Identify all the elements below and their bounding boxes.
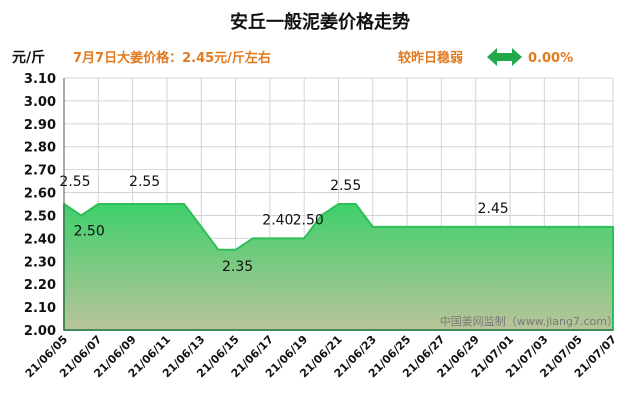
y-tick-label: 2.90	[24, 118, 56, 133]
compare-label: 较昨日稳弱	[398, 50, 463, 66]
y-tick-label: 2.20	[24, 278, 56, 293]
data-label: 2.50	[293, 212, 324, 228]
y-tick-label: 2.60	[24, 187, 56, 202]
data-label: 2.55	[330, 178, 361, 194]
change-percent: 0.00%	[528, 51, 573, 66]
x-axis-ticks: 21/06/0521/06/0721/06/0921/06/1121/06/13…	[23, 333, 619, 380]
y-tick-label: 2.80	[24, 141, 56, 156]
chart-title: 安丘一般泥姜价格走势	[230, 11, 410, 33]
data-label: 2.40	[262, 212, 293, 228]
price-area-fill	[63, 203, 614, 331]
y-tick-label: 2.00	[24, 324, 56, 339]
y-tick-label: 3.00	[24, 95, 56, 110]
axes	[63, 78, 613, 331]
y-tick-label: 3.10	[24, 72, 56, 87]
y-tick-label: 2.30	[24, 255, 56, 270]
y-unit-label: 元/斤	[12, 49, 45, 66]
price-area	[63, 203, 614, 331]
watermark: 中国姜网监制（www.jiang7.com）	[440, 314, 618, 328]
price-note: 7月7日大姜价格：2.45元/斤左右	[73, 50, 271, 66]
y-axis-ticks: 2.00 2.10 2.20 2.30 2.40 2.50 2.60 2.70 2.80 2.90…	[24, 72, 56, 339]
data-label: 2.45	[477, 201, 508, 217]
y-tick-label: 2.70	[24, 164, 56, 179]
y-tick-label: 2.40	[24, 232, 56, 247]
data-label: 2.55	[129, 174, 160, 190]
data-labels: 2.552.502.552.352.40 2.502.552.45	[59, 174, 508, 275]
y-tick-label: 2.50	[24, 209, 56, 224]
data-label: 2.35	[222, 259, 253, 275]
y-tick-label: 2.10	[24, 301, 56, 316]
data-label: 2.50	[74, 223, 105, 239]
double-arrow-icon	[487, 48, 522, 66]
data-label: 2.55	[59, 174, 90, 190]
